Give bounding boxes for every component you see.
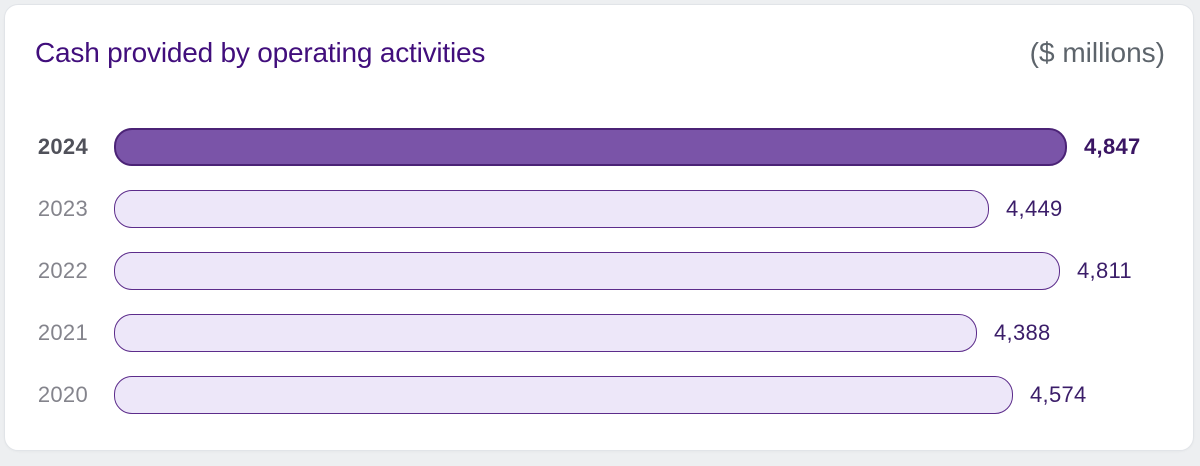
value-label: 4,811 xyxy=(1077,258,1132,283)
bar-chart: 2024 4,847 2023 4,449 2022 4,811 2021 4,388 2020… xyxy=(5,128,1193,414)
year-label: 2024 xyxy=(37,134,88,159)
chart-title: Cash provided by operating activities xyxy=(35,37,486,68)
bar-row: 2024 4,847 xyxy=(35,128,1193,166)
value-label: 4,449 xyxy=(1006,196,1063,221)
bar-row: 2022 4,811 xyxy=(35,252,1193,290)
bar xyxy=(114,190,989,228)
bar xyxy=(114,376,1013,414)
chart-card: Cash provided by operating activities ($… xyxy=(4,4,1194,451)
bar xyxy=(114,252,1060,290)
bar-row: 2020 4,574 xyxy=(35,376,1193,414)
units-label: ($ millions) xyxy=(1029,37,1165,68)
value-label: 4,388 xyxy=(994,320,1051,345)
value-label: 4,847 xyxy=(1084,134,1141,159)
bar-row: 2023 4,449 xyxy=(35,190,1193,228)
year-label: 2022 xyxy=(37,258,88,283)
year-label: 2020 xyxy=(37,382,88,407)
bar xyxy=(114,314,977,352)
bar xyxy=(114,128,1067,166)
bar-row: 2021 4,388 xyxy=(35,314,1193,352)
year-label: 2023 xyxy=(37,196,88,221)
year-label: 2021 xyxy=(37,320,88,345)
value-label: 4,574 xyxy=(1030,382,1087,407)
card-header: Cash provided by operating activities ($… xyxy=(5,5,1193,70)
